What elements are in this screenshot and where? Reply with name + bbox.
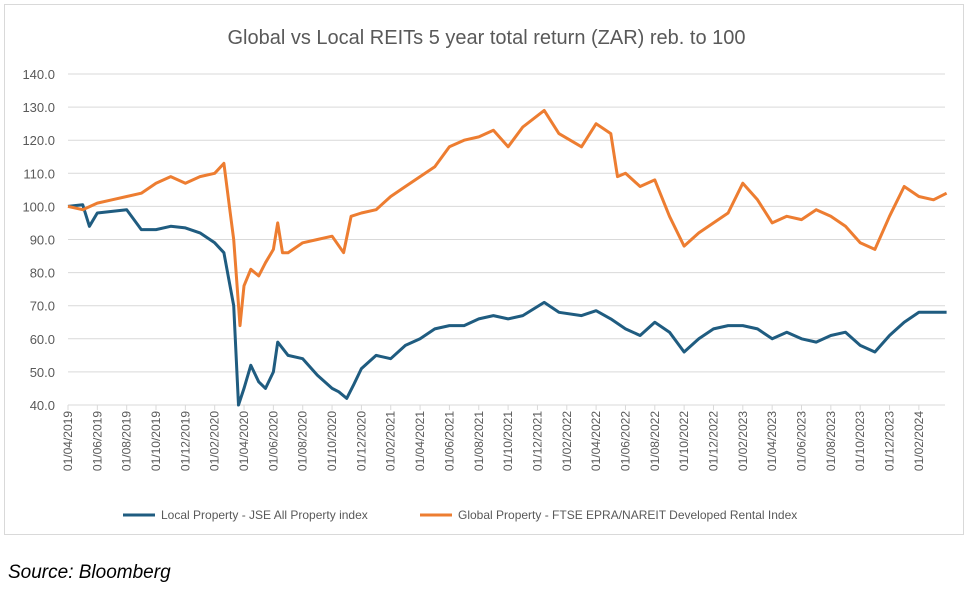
x-tick-label: 01/06/2021 <box>442 411 456 471</box>
source-note: Source: Bloomberg <box>8 562 171 583</box>
x-tick-label: 01/04/2019 <box>61 411 75 471</box>
x-tick-label: 01/02/2021 <box>384 411 398 471</box>
x-tick-label: 01/12/2023 <box>883 411 897 471</box>
x-tick-label: 01/12/2020 <box>354 411 368 471</box>
y-tick-label: 80.0 <box>30 266 55 281</box>
y-tick-label: 100.0 <box>22 199 55 214</box>
y-tick-label: 40.0 <box>30 398 55 413</box>
x-tick-label: 01/10/2023 <box>853 411 867 471</box>
y-tick-label: 110.0 <box>23 166 55 181</box>
chart-frame <box>4 4 964 535</box>
series-line-local <box>67 203 947 407</box>
legend-label: Global Property - FTSE EPRA/NAREIT Devel… <box>458 508 797 522</box>
x-tick-label: 01/02/2020 <box>208 411 222 471</box>
chart-title: Global vs Local REITs 5 year total retur… <box>227 27 746 49</box>
x-tick-label: 01/06/2019 <box>90 411 104 471</box>
x-tick-label: 01/10/2019 <box>149 411 163 471</box>
x-tick-label: 01/08/2019 <box>120 411 134 471</box>
x-tick-label: 01/12/2022 <box>706 411 720 471</box>
y-tick-label: 60.0 <box>30 332 55 347</box>
x-tick-label: 01/06/2020 <box>266 411 280 471</box>
y-tick-label: 120.0 <box>22 133 55 148</box>
y-tick-label: 140.0 <box>22 67 55 82</box>
x-tick-label: 01/12/2021 <box>530 411 544 471</box>
y-tick-label: 90.0 <box>30 233 55 248</box>
x-tick-label: 01/06/2022 <box>618 411 632 471</box>
x-tick-label: 01/04/2020 <box>237 411 251 471</box>
x-tick-label: 01/04/2021 <box>413 411 427 471</box>
x-tick-label: 01/12/2019 <box>178 411 192 471</box>
x-tick-label: 01/04/2022 <box>589 411 603 471</box>
x-tick-label: 01/06/2023 <box>795 411 809 471</box>
x-tick-label: 01/08/2020 <box>296 411 310 471</box>
y-tick-label: 70.0 <box>30 299 55 314</box>
x-tick-label: 01/10/2021 <box>501 411 515 471</box>
x-tick-label: 01/08/2023 <box>824 411 838 471</box>
x-tick-label: 01/08/2022 <box>648 411 662 471</box>
x-tick-label: 01/10/2020 <box>325 411 339 471</box>
x-tick-label: 01/02/2022 <box>560 411 574 471</box>
y-tick-label: 130.0 <box>22 100 55 115</box>
x-tick-label: 01/04/2023 <box>765 411 779 471</box>
x-tick-label: 01/02/2024 <box>912 411 926 471</box>
legend-label: Local Property - JSE All Property index <box>161 508 368 522</box>
x-tick-label: 01/02/2023 <box>736 411 750 471</box>
x-tick-label: 01/10/2022 <box>677 411 691 471</box>
y-tick-label: 50.0 <box>30 365 55 380</box>
x-tick-label: 01/08/2021 <box>472 411 486 471</box>
series-line-global <box>67 108 948 328</box>
